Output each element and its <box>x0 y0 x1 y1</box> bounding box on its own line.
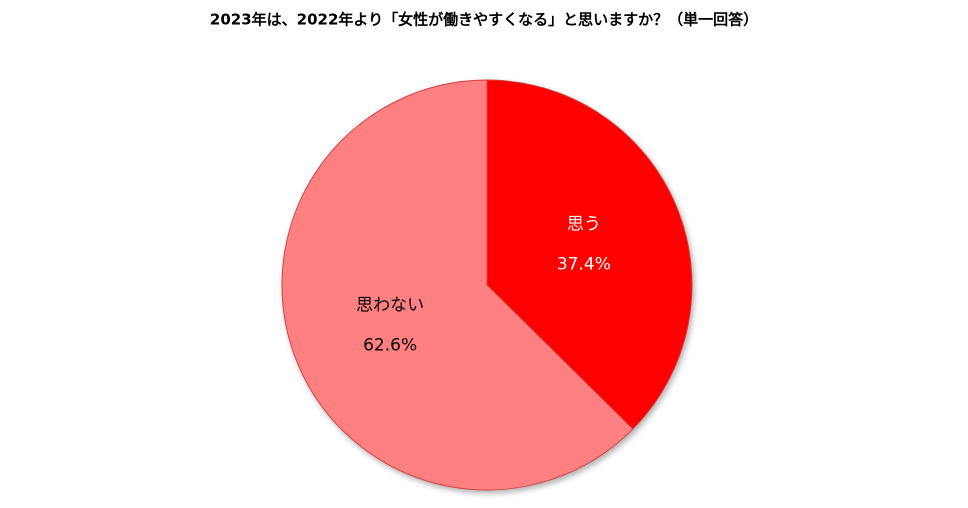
value-label: 62.6% <box>363 335 417 355</box>
pie <box>281 79 693 491</box>
slice-label: 思う <box>567 215 601 235</box>
value-label: 37.4% <box>557 255 611 275</box>
chart-title: 2023年は、2022年より「女性が働きやすくなる」と思いますか？（単一回答） <box>210 11 758 29</box>
pie-slice <box>486 79 693 430</box>
slice-label: 思わない <box>356 295 424 315</box>
pie-slice <box>281 79 634 491</box>
